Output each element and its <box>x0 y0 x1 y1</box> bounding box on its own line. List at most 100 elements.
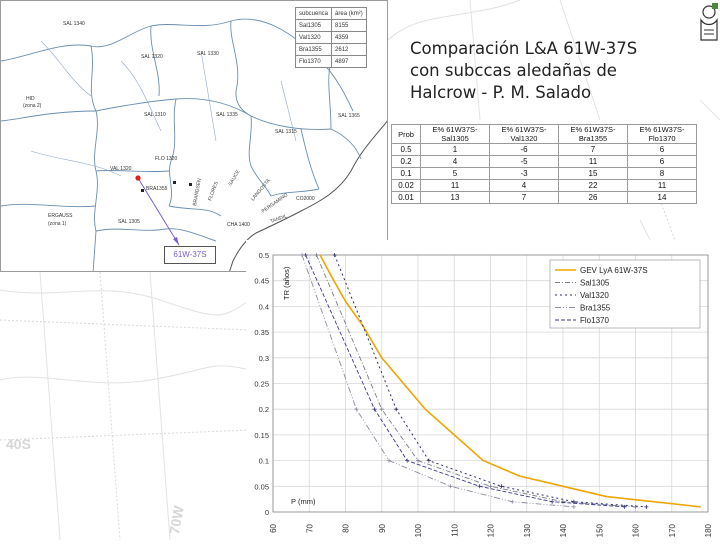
area-table-cell: 2612 <box>331 43 367 56</box>
error-table-cell: 4 <box>420 155 490 168</box>
data-point <box>571 504 576 509</box>
y-tick-label: 0.4 <box>259 302 269 311</box>
error-table-cell: 11 <box>558 155 628 168</box>
y-tick-label: 0.35 <box>254 328 269 337</box>
error-table-header-cell: E% 61W37S-Flo1370 <box>627 124 697 144</box>
x-tick-label: 120 <box>487 523 496 537</box>
map-label-cha1400: CHA 1400 <box>227 222 250 228</box>
error-table-row: 0.1 5 -3 15 8 <box>391 167 697 180</box>
chart-svg: 60 70 80 90 100 110 120 130 140 150 160 170 180 0 0.05… <box>246 240 720 540</box>
error-table-cell: 1 <box>420 143 490 156</box>
legend-label: Val1320 <box>580 291 609 300</box>
map-label-sal1305: SAL 1305 <box>118 219 140 225</box>
error-table-cell: 4 <box>489 179 559 192</box>
data-point <box>633 504 638 509</box>
data-point <box>394 407 399 412</box>
error-table-cell: 14 <box>627 191 697 204</box>
error-table-cell: 0.5 <box>391 143 421 156</box>
legend-label: Bra1355 <box>580 304 611 313</box>
error-table-cell: 11 <box>420 179 490 192</box>
error-table-header-cell: E% 61W37S-Bra1355 <box>558 124 628 144</box>
slide-title: Comparación L&A 61W-37S con subccas aled… <box>410 38 690 104</box>
map-label-sal1310: SAL 1310 <box>144 112 166 118</box>
map-label-sal1330: SAL 1330 <box>197 51 219 57</box>
x-tick-label: 150 <box>595 523 604 537</box>
institution-logo-icon <box>700 3 718 41</box>
watershed-map: SAUCE LANGOSTA PERGAMINO TANDIL FLORES B… <box>0 0 388 272</box>
data-point <box>622 504 627 509</box>
slide-title-line: con subccas aledañas de <box>410 61 617 80</box>
data-point <box>332 253 337 257</box>
data-point <box>488 484 493 489</box>
error-table-cell: 26 <box>558 191 628 204</box>
error-table-header-cell: E% 61W37S-Sal1305 <box>420 124 490 144</box>
data-point <box>379 407 384 412</box>
area-table-cell: Sal1305 <box>294 19 333 32</box>
x-tick-label: 90 <box>378 523 387 532</box>
error-table-cell: 0.02 <box>391 179 421 192</box>
error-table-cell: 15 <box>558 167 628 180</box>
y-tick-label: 0.2 <box>259 405 269 414</box>
series-line-flo1370 <box>305 254 625 508</box>
map-label-hid: HID <box>26 96 35 102</box>
data-point <box>303 253 308 257</box>
error-table-row: 0.5 1 -6 7 6 <box>391 143 697 156</box>
x-tick-label: 70 <box>305 523 314 532</box>
error-table-cell: 0.2 <box>391 155 421 168</box>
error-table-header-cell: Prob <box>391 124 421 144</box>
area-table-row: Val1320 4359 <box>294 31 367 44</box>
y-tick-label: 0 <box>265 508 269 517</box>
legend-label: Flo1370 <box>580 316 609 325</box>
map-label-val1320: VAL 1320 <box>110 166 132 172</box>
svg-text:TANDIL: TANDIL <box>270 213 289 225</box>
error-table-cell: 6 <box>627 155 697 168</box>
area-table-cell: Val1320 <box>294 31 333 44</box>
plot-frame <box>272 254 709 513</box>
data-point <box>300 253 304 257</box>
error-table-row: 0.2 4 -5 11 6 <box>391 155 697 168</box>
area-table-row: Bra1355 2612 <box>294 43 367 56</box>
svg-text:BRANDSEN: BRANDSEN <box>192 178 203 207</box>
y-tick-label: 0.3 <box>259 354 269 363</box>
error-table-cell: 13 <box>420 191 490 204</box>
map-label-sal1335: SAL 1335 <box>216 112 238 118</box>
area-table: subcuenca área (km²) Sal1305 8155 Val132… <box>294 7 367 68</box>
error-table-cell: 11 <box>627 179 697 192</box>
y-tick-label: 0.5 <box>259 251 269 260</box>
slide-title-line: Comparación L&A 61W-37S <box>410 39 638 58</box>
map-label-bra1355: BRA1355 <box>146 186 168 192</box>
y-tick-label: 0.45 <box>254 277 269 286</box>
data-point <box>448 484 453 489</box>
error-table-cell: 22 <box>558 179 628 192</box>
legend-box <box>549 259 701 329</box>
data-point <box>561 499 565 504</box>
error-table-cell: -6 <box>489 143 559 156</box>
area-table-cell: 4897 <box>331 55 367 68</box>
area-table-header-cell: subcuenca <box>294 7 333 20</box>
map-label-sal1320: SAL 1320 <box>141 54 163 60</box>
area-table-cell: Bra1355 <box>294 43 333 56</box>
station-label: 61W-37S <box>164 246 216 264</box>
bg-label-40s: 40S <box>6 436 31 452</box>
slide-title-line: Halcrow - P. M. Salado <box>410 83 592 102</box>
error-table-row: 0.02 11 4 22 11 <box>391 179 697 192</box>
error-table-cell: 7 <box>558 143 628 156</box>
map-label-zona1: (zona 1) <box>48 221 67 227</box>
data-point <box>477 484 482 489</box>
data-point <box>314 253 319 257</box>
y-tick-label: 0.15 <box>254 431 269 440</box>
area-table-cell: Flo1370 <box>294 55 333 68</box>
map-label-flo1320: FLO 1320 <box>155 156 178 162</box>
map-label-sal1365: SAL 1365 <box>338 113 360 119</box>
y-tick-label: 0.05 <box>254 482 269 491</box>
legend-label: Sal1305 <box>580 279 610 288</box>
error-table-cell: -5 <box>489 155 559 168</box>
x-axis-label: P (mm) <box>291 497 316 506</box>
error-table-row: 0.01 13 7 26 14 <box>391 191 697 204</box>
area-table-header: subcuenca área (km²) <box>294 7 367 20</box>
area-table-header-cell: área (km²) <box>331 7 367 20</box>
x-tick-label: 160 <box>632 523 641 537</box>
error-table-cell: 8 <box>627 167 697 180</box>
area-table-row: Flo1370 4897 <box>294 55 367 68</box>
data-point <box>416 458 420 463</box>
